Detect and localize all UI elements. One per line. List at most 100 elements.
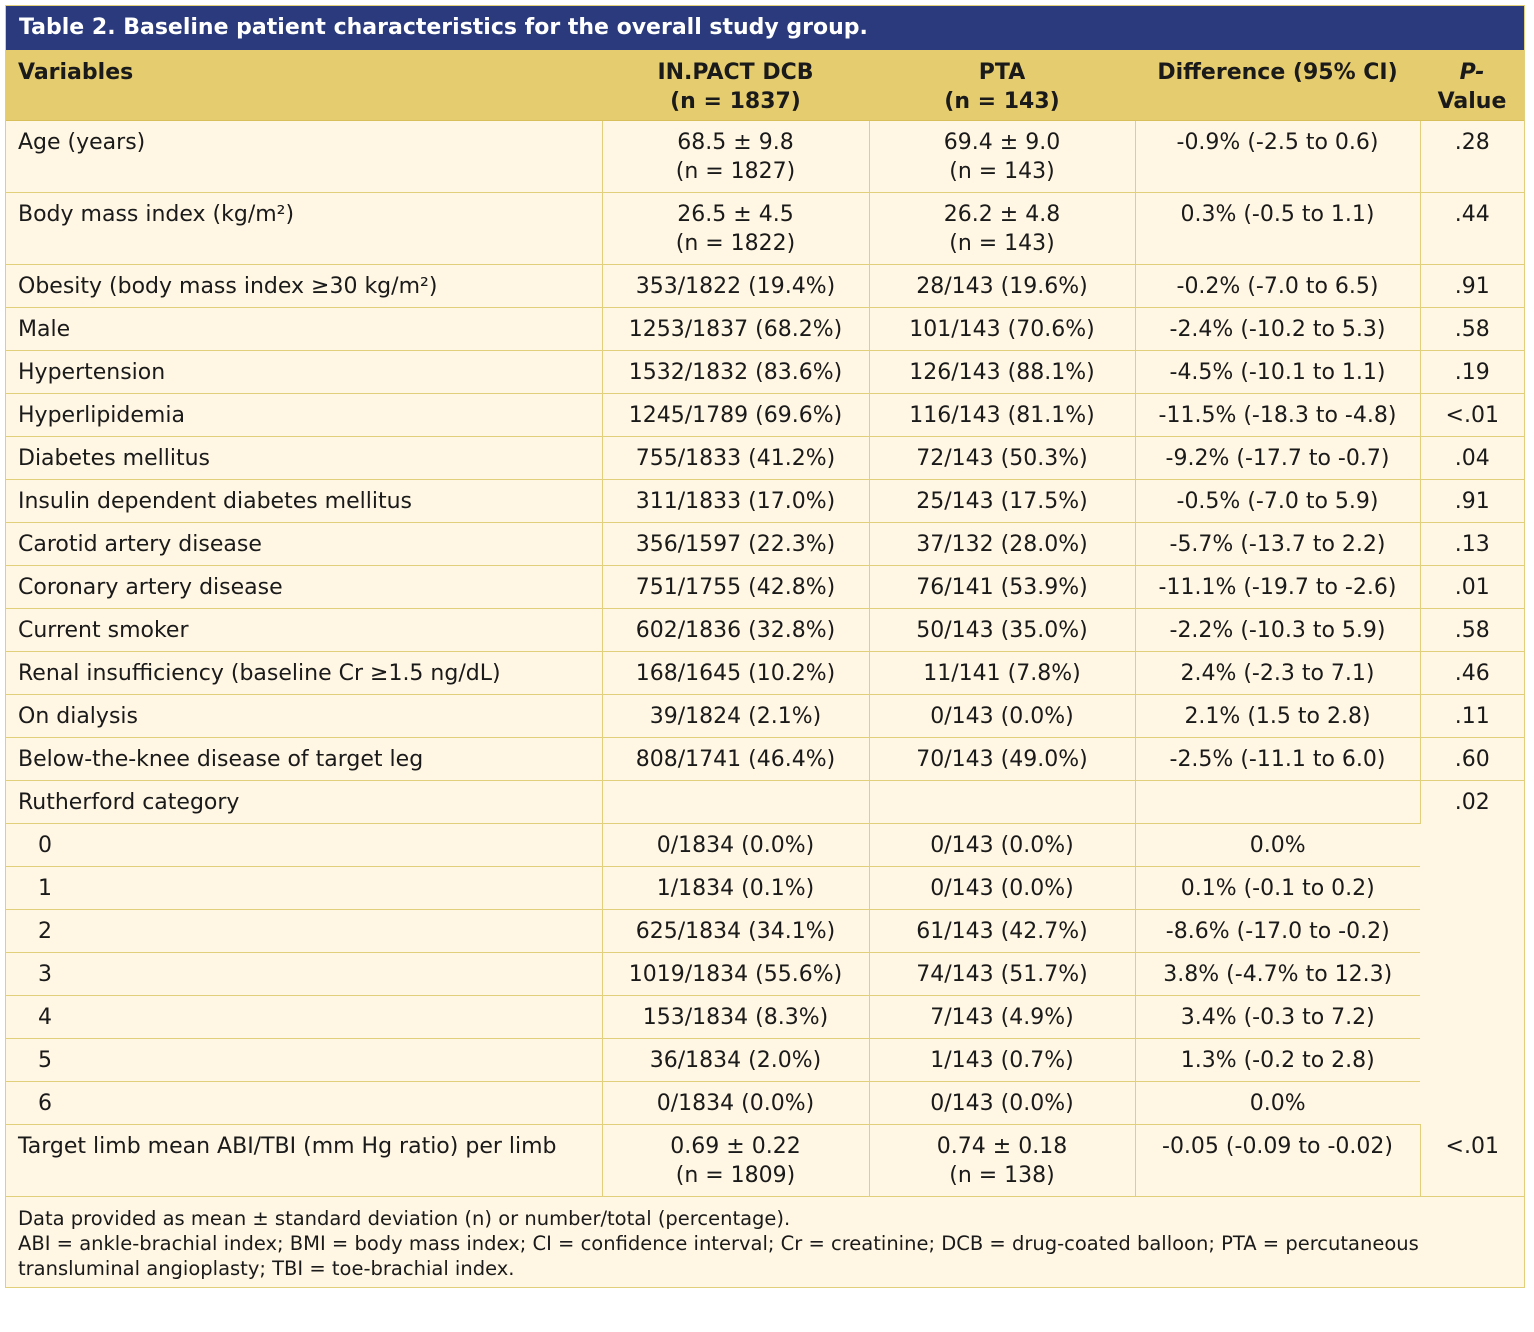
footnote-line-3: transluminal angioplasty; TBI = toe-brac…: [18, 1257, 515, 1280]
p-value-cell: .19: [1420, 350, 1524, 394]
dcb-cell-value: 1532/1832 (83.6%): [628, 360, 843, 385]
variable-cell-value: Carotid artery disease: [18, 532, 262, 557]
pta-cell: 11/141 (7.8%): [869, 651, 1136, 695]
table-row: Body mass index (kg/m²) 26.5 ± 4.5 (n = 18…: [6, 192, 1524, 265]
p-value-cell: .02: [1420, 781, 1524, 1125]
variable-cell-value: Target limb mean ABI/TBI (mm Hg ratio) p…: [18, 1134, 557, 1159]
dcb-cell: 0/1834 (0.0%): [602, 823, 870, 867]
variable-cell-value: Hyperlipidemia: [18, 403, 185, 428]
variable-cell-value: Hypertension: [18, 360, 166, 385]
variable-cell: Current smoker: [6, 608, 603, 652]
rutherford-category-row: 3 1019/1834 (55.6%) 74/143 (51.7%) 3.8% (-4…: [6, 952, 1524, 996]
p-value-cell-value: .13: [1454, 532, 1490, 557]
variable-cell: Insulin dependent diabetes mellitus: [6, 479, 603, 523]
dcb-cell-value: 1019/1834 (55.6%): [628, 962, 843, 987]
difference-cell-value: 0.1% (-0.1 to 0.2): [1180, 876, 1375, 901]
header-difference: Difference (95% CI): [1135, 50, 1420, 121]
p-value-cell-value: .04: [1454, 446, 1490, 471]
header-dcb: IN.PACT DCB (n = 1837): [602, 50, 869, 121]
difference-cell: 0.3% (-0.5 to 1.1): [1135, 192, 1421, 265]
difference-cell-value: -8.6% (-17.0 to -0.2): [1165, 919, 1390, 944]
rutherford-category-row: 6 0/1834 (0.0%) 0/143 (0.0%) 0.0%: [6, 1081, 1524, 1125]
dcb-cell: 751/1755 (42.8%): [602, 565, 870, 609]
header-variables: Variables: [6, 50, 602, 121]
header-value-label: Value: [1437, 89, 1507, 114]
difference-cell: -5.7% (-13.7 to 2.2): [1135, 522, 1421, 566]
pta-cell: 61/143 (42.7%): [869, 909, 1136, 953]
category-cell: 6: [6, 1081, 603, 1125]
category-cell: 0: [6, 823, 603, 867]
p-value-cell: .13: [1420, 522, 1524, 566]
difference-cell: -2.4% (-10.2 to 5.3): [1135, 307, 1421, 351]
dcb-cell: 0/1834 (0.0%): [602, 1081, 870, 1125]
p-value-cell: .46: [1420, 651, 1524, 695]
dcb-cell-value: 356/1597 (22.3%): [635, 532, 836, 557]
difference-cell-value: -0.05 (-0.09 to -0.02): [1162, 1134, 1393, 1159]
dcb-cell-value: 353/1822 (19.4%): [635, 274, 836, 299]
rutherford-category-row: 2 625/1834 (34.1%) 61/143 (42.7%) -8.6% (-1…: [6, 909, 1524, 953]
pta-cell: 70/143 (49.0%): [869, 737, 1136, 781]
dcb-cell-n: (n = 1822): [675, 231, 796, 256]
table-row: Diabetes mellitus 755/1833 (41.2%) 72/143 …: [6, 436, 1524, 480]
difference-cell-value: 3.4% (-0.3 to 7.2): [1180, 1005, 1375, 1030]
dcb-cell: 26.5 ± 4.5 (n = 1822): [602, 192, 870, 265]
header-p-value: P- Value: [1420, 50, 1524, 121]
pta-cell: 116/143 (81.1%): [869, 393, 1136, 437]
pta-cell: 50/143 (35.0%): [869, 608, 1136, 652]
pta-cell-value: 11/141 (7.8%): [923, 661, 1081, 686]
difference-cell: 2.4% (-2.3 to 7.1): [1135, 651, 1421, 695]
difference-cell: [1135, 780, 1421, 824]
p-value-cell: .58: [1420, 307, 1524, 351]
header-dcb-n: (n = 1837): [670, 89, 801, 114]
pta-cell-value: 61/143 (42.7%): [916, 919, 1088, 944]
p-value-cell: .91: [1420, 264, 1524, 308]
table-row: Obesity (body mass index ≥30 kg/m²) 353/1…: [6, 264, 1524, 308]
category-cell: 4: [6, 995, 603, 1039]
difference-cell: -0.05 (-0.09 to -0.02): [1135, 1124, 1421, 1197]
category-cell-value: 3: [38, 962, 52, 987]
pta-cell-value: 0/143 (0.0%): [930, 1091, 1074, 1116]
difference-cell-value: -2.2% (-10.3 to 5.9): [1169, 618, 1386, 643]
table-row: Coronary artery disease 751/1755 (42.8%) 7…: [6, 565, 1524, 609]
dcb-cell-value: 36/1834 (2.0%): [649, 1048, 822, 1073]
variable-cell: Obesity (body mass index ≥30 kg/m²): [6, 264, 603, 308]
variable-cell: Age (years): [6, 120, 603, 193]
dcb-cell: [602, 780, 870, 824]
pta-cell-value: 70/143 (49.0%): [916, 747, 1088, 772]
dcb-cell: 153/1834 (8.3%): [602, 995, 870, 1039]
pta-cell-n: (n = 143): [949, 159, 1055, 184]
dcb-cell-value: 1245/1789 (69.6%): [628, 403, 843, 428]
p-value-cell-value: .11: [1454, 704, 1490, 729]
pta-cell: 7/143 (4.9%): [869, 995, 1136, 1039]
pta-cell-value: 0.74 ± 0.18: [936, 1134, 1068, 1159]
dcb-cell-value: 39/1824 (2.1%): [649, 704, 822, 729]
difference-cell-value: -11.5% (-18.3 to -4.8): [1158, 403, 1397, 428]
pta-cell: [869, 780, 1136, 824]
dcb-cell: 68.5 ± 9.8 (n = 1827): [602, 120, 870, 193]
difference-cell: -0.5% (-7.0 to 5.9): [1135, 479, 1421, 523]
p-value-cell-value: .19: [1454, 360, 1490, 385]
pta-cell-value: 76/141 (53.9%): [916, 575, 1088, 600]
difference-cell-value: -5.7% (-13.7 to 2.2): [1169, 532, 1386, 557]
p-value-cell: .44: [1420, 192, 1524, 265]
p-value-cell: .60: [1420, 737, 1524, 781]
dcb-cell-value: 0/1834 (0.0%): [656, 833, 815, 858]
dcb-cell: 353/1822 (19.4%): [602, 264, 870, 308]
category-cell-value: 4: [38, 1005, 52, 1030]
pta-cell-value: 126/143 (88.1%): [909, 360, 1095, 385]
p-value-cell: .58: [1420, 608, 1524, 652]
p-value-cell-value: .91: [1454, 274, 1490, 299]
difference-cell: -8.6% (-17.0 to -0.2): [1135, 909, 1420, 953]
variable-cell: Hypertension: [6, 350, 603, 394]
dcb-cell: 36/1834 (2.0%): [602, 1038, 870, 1082]
category-cell-value: 1: [38, 876, 52, 901]
table-title: Table 2. Baseline patient characteristic…: [6, 6, 1524, 50]
variable-cell-value: Male: [18, 317, 71, 342]
difference-cell: -0.2% (-7.0 to 6.5): [1135, 264, 1421, 308]
variable-cell-value: Body mass index (kg/m²): [18, 202, 295, 227]
footnote-line-1: Data provided as mean ± standard deviati…: [18, 1207, 791, 1230]
difference-cell: -2.2% (-10.3 to 5.9): [1135, 608, 1421, 652]
difference-cell: 1.3% (-0.2 to 2.8): [1135, 1038, 1420, 1082]
category-cell: 5: [6, 1038, 603, 1082]
variable-cell: Male: [6, 307, 603, 351]
